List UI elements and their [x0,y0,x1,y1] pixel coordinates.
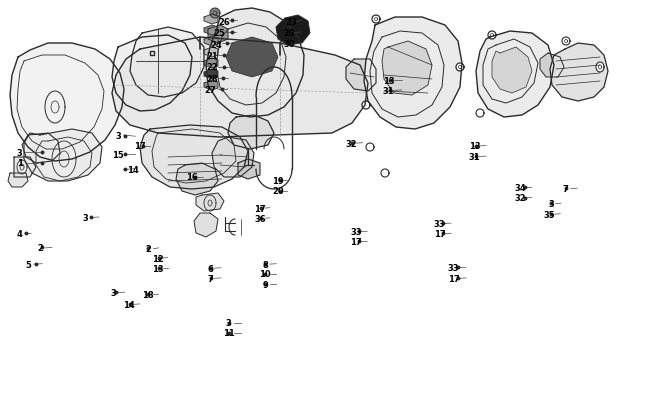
Text: 17: 17 [254,204,266,213]
Text: 1: 1 [16,159,23,168]
Text: 3: 3 [111,288,116,297]
Text: 19: 19 [272,177,284,186]
Polygon shape [176,164,218,196]
Polygon shape [456,64,464,72]
Text: 4: 4 [16,230,23,239]
Text: 6: 6 [207,264,213,273]
Text: 2: 2 [37,244,44,253]
Polygon shape [476,110,484,118]
Polygon shape [366,144,374,151]
Text: 9: 9 [263,280,268,289]
Text: 26: 26 [218,18,230,27]
Polygon shape [204,37,218,47]
Polygon shape [204,15,218,25]
Polygon shape [364,18,462,130]
Polygon shape [596,63,604,73]
Polygon shape [550,44,608,102]
Polygon shape [196,194,224,211]
Polygon shape [204,59,218,69]
Text: 23: 23 [285,18,297,27]
Text: 36: 36 [254,214,266,223]
Polygon shape [22,134,60,164]
Text: 17: 17 [350,238,362,247]
Polygon shape [210,9,220,19]
Polygon shape [492,48,532,94]
Text: 3: 3 [226,319,231,328]
Text: 24: 24 [210,40,222,49]
Text: 17: 17 [434,230,445,239]
Text: 35: 35 [543,210,555,219]
Polygon shape [204,81,218,91]
Polygon shape [372,16,380,24]
Polygon shape [204,26,218,36]
Polygon shape [24,130,102,181]
Text: 28: 28 [206,75,218,83]
Text: 31: 31 [469,153,480,162]
Text: 20: 20 [272,187,284,196]
Text: 8: 8 [263,260,268,269]
Polygon shape [382,42,432,96]
Text: 2: 2 [145,245,151,254]
Text: 33: 33 [350,228,362,237]
Text: 18: 18 [142,290,154,299]
Polygon shape [140,126,248,190]
Text: 29: 29 [283,29,295,38]
Polygon shape [381,170,389,177]
Text: 32: 32 [345,139,357,148]
Text: 21: 21 [206,52,218,61]
Polygon shape [10,44,124,162]
Text: 13: 13 [383,77,395,85]
Text: 33: 33 [448,264,460,273]
Text: 17: 17 [134,142,146,151]
Text: 16: 16 [186,173,198,182]
Text: 10: 10 [259,270,271,279]
Polygon shape [204,48,218,58]
Text: 12: 12 [152,254,164,263]
Text: 22: 22 [207,63,218,72]
Polygon shape [204,70,218,80]
Text: 14: 14 [123,300,135,309]
Polygon shape [276,16,310,46]
Text: 31: 31 [383,87,395,96]
Text: 11: 11 [223,328,235,337]
Polygon shape [8,174,28,188]
Polygon shape [130,28,204,98]
Text: 7: 7 [207,274,213,283]
Polygon shape [562,38,570,46]
Polygon shape [488,32,496,40]
Polygon shape [112,36,192,112]
Polygon shape [112,38,368,138]
Polygon shape [476,32,554,118]
Text: 13: 13 [152,264,164,273]
Text: 27: 27 [205,85,216,94]
Text: 3: 3 [17,148,22,157]
Text: 5: 5 [25,260,32,269]
Text: 17: 17 [448,274,460,283]
Polygon shape [346,60,376,92]
Polygon shape [238,160,260,179]
Text: 30: 30 [283,40,295,49]
Text: 7: 7 [563,185,568,194]
Text: 3: 3 [83,213,88,222]
Text: 3: 3 [116,131,121,140]
Polygon shape [212,138,254,177]
Text: 14: 14 [127,166,139,175]
Polygon shape [206,9,304,118]
Polygon shape [14,158,36,177]
Text: 25: 25 [214,29,226,38]
Polygon shape [228,116,274,149]
Polygon shape [362,102,370,110]
Text: 33: 33 [434,220,445,228]
Text: 15: 15 [112,150,124,159]
Polygon shape [194,213,218,237]
Polygon shape [208,26,228,44]
Text: 13: 13 [469,142,480,151]
Text: 32: 32 [514,194,526,203]
Polygon shape [226,38,278,78]
Polygon shape [540,54,564,78]
Text: 3: 3 [549,200,554,209]
Text: 34: 34 [514,184,526,193]
